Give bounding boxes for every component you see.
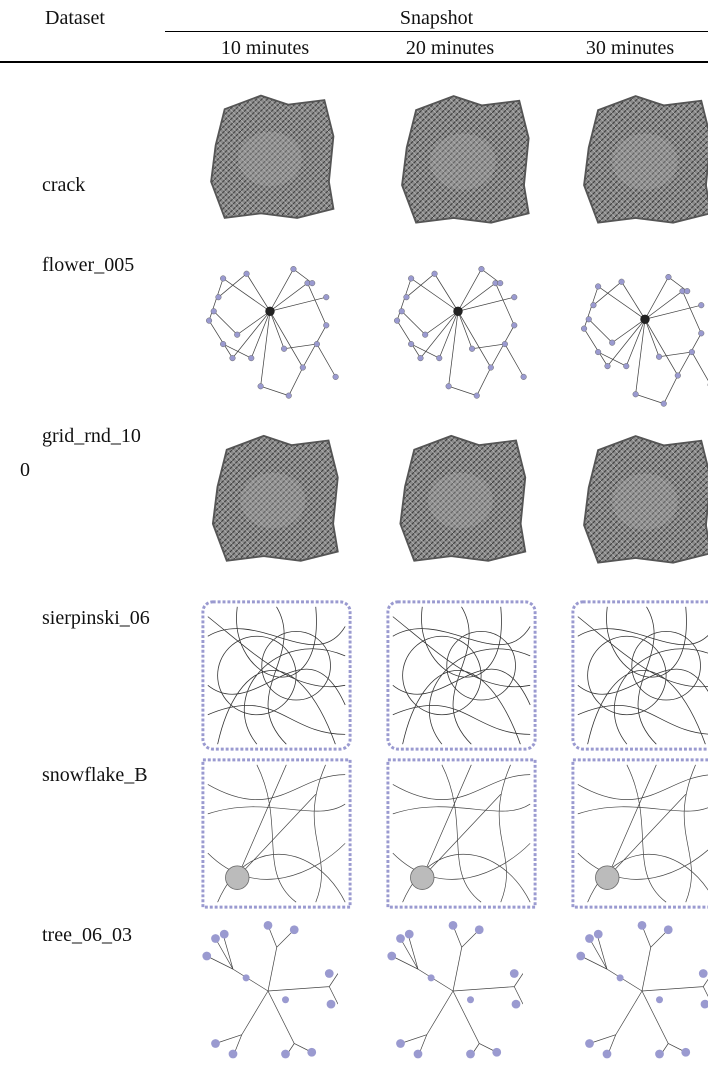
snapshot-image: [386, 600, 537, 751]
snapshot-image: [210, 94, 335, 219]
dataset-name: sierpinski_06: [42, 607, 150, 629]
snapshot-image: [583, 435, 708, 564]
snapshot-image: [205, 265, 339, 399]
snapshot-label: 20 minutes: [405, 37, 495, 59]
header-bottom-rule: [0, 61, 708, 63]
snapshot-header: Snapshot: [399, 7, 474, 29]
snapshot-image: [393, 265, 527, 399]
dataset-name: snowflake_B: [42, 764, 148, 786]
dataset-name: grid_rnd_100: [20, 425, 141, 481]
snapshot-label: 30 minutes: [585, 37, 675, 59]
snapshot-image: [201, 758, 352, 909]
snapshot-image: [201, 600, 352, 751]
header-rule: [165, 31, 708, 32]
dataset-name: flower_005: [42, 254, 135, 276]
snapshot-image: [211, 434, 339, 562]
snapshot-image: [401, 95, 530, 224]
snapshot-image: [386, 920, 523, 1059]
dataset-name: crack: [42, 174, 86, 196]
snapshot-label: 10 minutes: [220, 37, 310, 59]
snapshot-image: [399, 434, 527, 562]
dataset-name: tree_06_03: [42, 924, 132, 946]
snapshot-image: [583, 95, 708, 224]
snapshot-image: [575, 920, 708, 1059]
dataset-header: Dataset: [45, 7, 105, 29]
snapshot-image: [571, 600, 708, 751]
snapshot-image: [386, 758, 537, 909]
snapshot-image: [201, 920, 338, 1059]
snapshot-image: [580, 273, 708, 407]
snapshot-image: [571, 758, 708, 909]
